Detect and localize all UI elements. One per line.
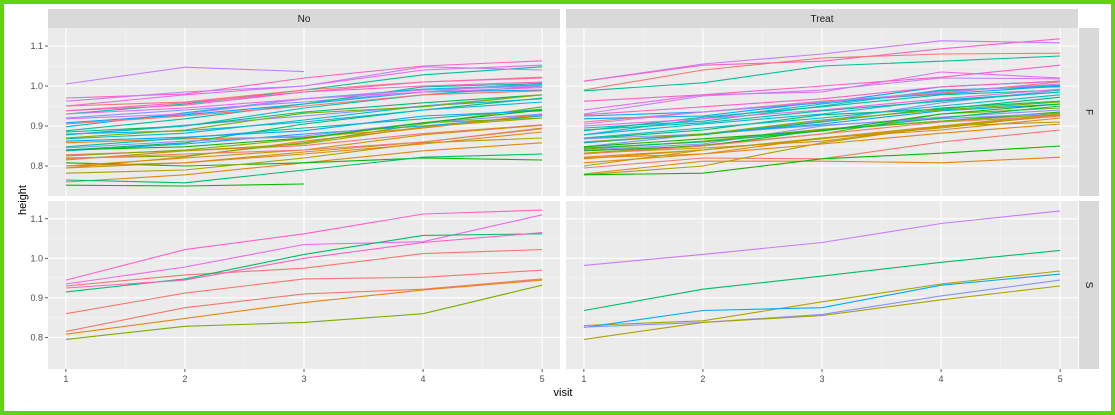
series-line-treat-f-3 [583,156,1061,175]
strip-label-treat: Treat [811,14,834,25]
series-line-no-f-35 [65,153,543,184]
strip-label-s: S [1083,282,1094,289]
series-line-treat-f-5 [583,121,1061,176]
panel-treat-s: 1 2 3 4 5 [566,201,1078,384]
series-line-no-f-26 [65,90,543,125]
x-tick-label: 2 [182,374,187,384]
series-line-no-f-34 [65,108,543,148]
series-line-no-f-20 [65,157,543,167]
strip-label-no: No [298,14,311,25]
panel-no-f: 0.8 0.9 1.0 1.1 [30,28,560,196]
series-line-treat-f-21 [583,112,1061,140]
series-line-treat-f-30 [583,88,1061,127]
x-tick-label: 5 [540,374,545,384]
x-tick-label: 4 [421,374,426,384]
series-line-no-f-40 [65,94,543,139]
series-line-no-f-13 [65,94,543,133]
series-line-no-f-11 [65,115,543,152]
series-line-no-f-38 [65,110,543,142]
series-line-treat-f-6 [583,145,1061,176]
strip-bg-f [1079,28,1099,196]
series-line-treat-f-28 [583,91,1061,136]
series-line-treat-f-22 [583,77,1061,115]
series-line-no-s-2 [65,214,543,285]
x-tick-label: 5 [1058,374,1063,384]
series-line-treat-s-3 [583,270,1061,327]
series-line-no-f-36 [65,81,543,112]
series-line-treat-f-32 [583,94,1061,139]
series-line-no-f-29 [65,137,543,174]
series-line-treat-f-42 [583,103,1061,148]
x-tick-label: 2 [700,374,705,384]
series-line-treat-f-1 [583,40,1061,82]
y-tick-label: 1.0 [30,253,43,263]
series-line-no-f-6 [65,183,305,187]
series-line-no-f-24 [65,113,543,144]
strip-bg-s [1079,201,1099,369]
series-line-no-f-27 [65,117,543,157]
series-line-no-f-32 [65,98,543,140]
series-line-treat-f-31 [583,109,1061,151]
series-line-treat-f-9 [583,55,1061,92]
series-line-treat-f-19 [583,64,1061,102]
series-line-no-f-42 [65,109,543,151]
y-tick-label: 0.8 [30,161,43,171]
series-line-treat-s-1 [583,210,1061,266]
series-line-no-s-1 [65,209,543,281]
series-line-no-f-39 [65,131,543,167]
y-tick-label: 1.1 [30,214,43,224]
series-line-no-s-5 [65,232,543,289]
x-axis-title: visit [554,387,573,399]
x-tick-label: 1 [63,374,68,384]
series-line-no-f-25 [65,97,543,151]
panel-treat-f [566,28,1078,196]
y-tick-label: 1.1 [30,41,43,51]
strip-bg-treat [566,9,1078,28]
strip-label-f: F [1083,109,1094,115]
series-line-treat-s-2 [583,249,1061,312]
series-line-treat-f-37 [583,115,1061,155]
series-line-no-s-3 [65,249,543,287]
series-line-no-f-22 [65,66,543,102]
series-line-treat-s-6 [583,285,1061,340]
series-line-treat-s-4 [583,273,1061,329]
series-line-no-s-8 [65,279,543,335]
series-line-no-f-41 [65,85,543,120]
series-line-no-s-7 [65,278,543,332]
strip-bg-no [48,9,560,28]
series-line-treat-f-39 [583,123,1061,159]
series-line-no-f-1 [65,66,305,85]
panels-layer: 0.8 0.9 1.0 1.1 0.8 0.9 1.0 1.1 1 2 3 4 5 1 2 3 4 5 [30,28,1078,384]
y-axis-title: height [17,185,29,215]
series-line-no-f-28 [65,101,543,135]
y-tick-label: 0.9 [30,293,43,303]
series-line-treat-f-16 [583,52,1061,91]
series-line-no-s-6 [65,269,543,315]
series-line-treat-f-40 [583,101,1061,143]
x-tick-label: 3 [301,374,306,384]
series-line-treat-f-41 [583,83,1061,125]
series-line-no-f-23 [65,83,543,132]
series-line-no-s-9 [65,284,543,340]
series-line-treat-f-12 [583,71,1061,111]
series-line-treat-f-34 [583,91,1061,131]
series-line-no-f-31 [65,113,543,149]
y-tick-label: 0.8 [30,332,43,342]
x-tick-label: 4 [939,374,944,384]
panel-no-s: 0.8 0.9 1.0 1.1 1 2 3 4 5 [30,201,560,384]
series-line-treat-f-20 [583,111,1061,152]
series-line-no-f-37 [65,128,543,160]
x-tick-label: 1 [581,374,586,384]
x-tick-label: 3 [819,374,824,384]
y-tick-label: 0.9 [30,121,43,131]
y-tick-label: 1.0 [30,81,43,91]
series-line-treat-f-36 [583,80,1061,116]
series-line-treat-s-5 [583,279,1061,328]
series-line-treat-f-33 [583,113,1061,160]
series-line-treat-f-2 [583,38,1061,82]
